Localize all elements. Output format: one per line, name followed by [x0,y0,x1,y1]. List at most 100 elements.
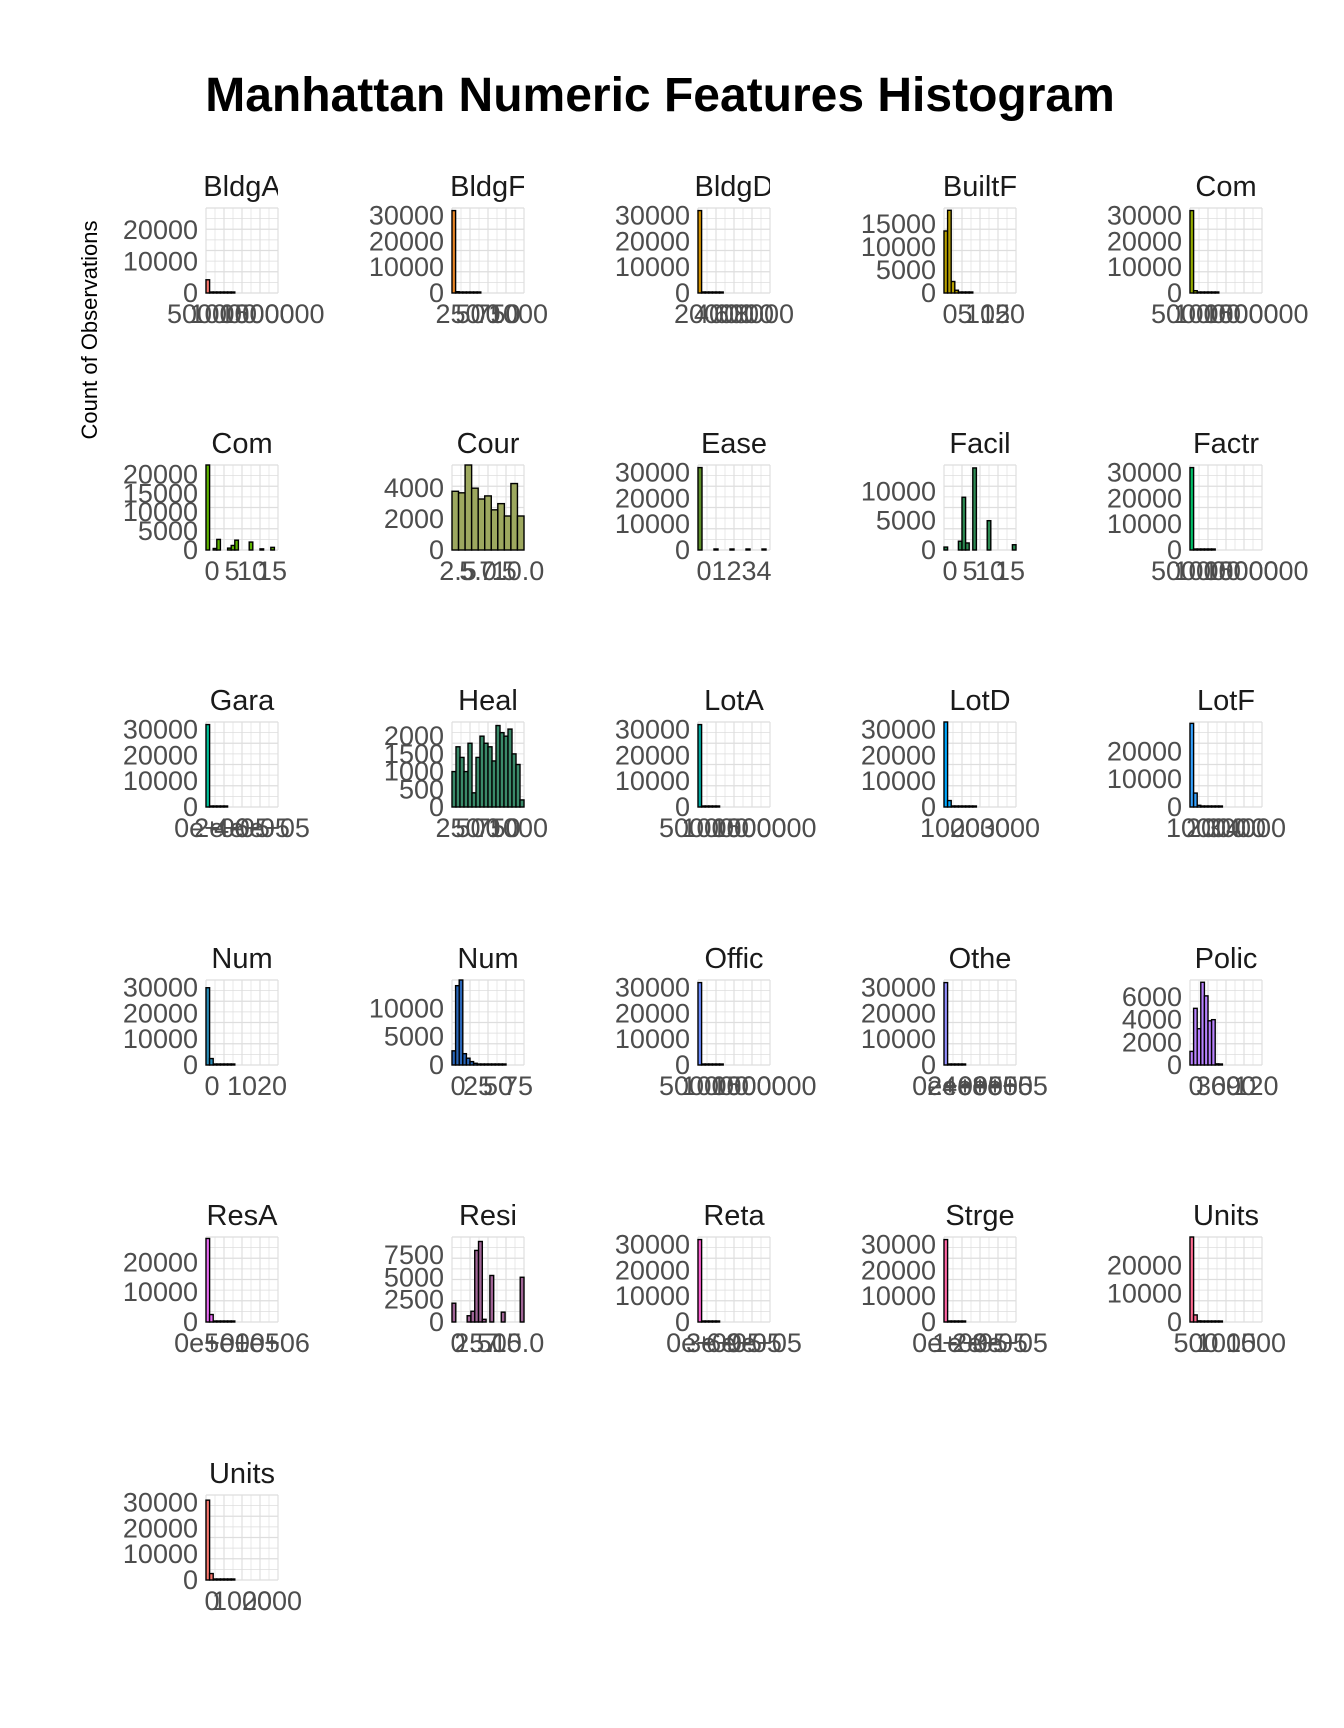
histogram-bar [718,1063,724,1066]
histogram-bar [205,279,211,294]
y-tick-label: 0 [183,1565,198,1595]
y-tick-label: 6000 [1122,982,1182,1012]
histogram-bar [208,1313,214,1323]
histogram-bar [451,209,457,294]
x-tick-label: 4e+05 [942,1071,1018,1101]
y-tick-label: 10000 [861,476,936,506]
y-tick-label: 0 [183,1050,198,1080]
y-tick-label: 0 [183,278,198,308]
x-tick-label: 1000 [920,813,980,843]
histogram-bar [986,519,992,551]
x-tick-label: 4000 [694,299,754,329]
x-tick-label: 250 [435,813,480,843]
histogram-bar [713,548,719,551]
histogram-bar [1218,1320,1224,1323]
x-tick-label: 9e+05 [726,1328,802,1358]
x-tick-label: 2000 [1186,813,1246,843]
x-tick-label: 250 [435,299,480,329]
y-tick-label: 7500 [384,1240,444,1270]
y-tick-label: 0 [675,1307,690,1337]
y-tick-label: 0 [183,535,198,565]
histogram-bar [205,987,211,1066]
histogram-bar [972,805,978,808]
facet-strip-label: BuiltF [943,171,1017,203]
x-tick-label: 3e+05 [972,1328,1048,1358]
histogram-bar [943,546,949,551]
histogram-bar [208,1057,214,1066]
x-tick-label: 5 [962,556,977,586]
y-tick-label: 10000 [1107,252,1182,282]
facet-strip-label: Num [457,943,518,975]
y-tick-label: 0 [1167,792,1182,822]
x-tick-label: 1500000 [711,813,816,843]
y-tick-label: 10000 [615,509,690,539]
y-tick-label: 10000 [615,1024,690,1054]
facet-strip-label: Factr [1193,428,1259,460]
histogram-bar [946,209,952,294]
x-tick-label: 500000 [1151,556,1241,586]
y-tick-label: 30000 [1107,458,1182,488]
y-tick-label: 0 [675,278,690,308]
x-tick-label: 25 [463,1071,493,1101]
histogram-bar [943,981,949,1066]
x-tick-label: 120 [1233,1071,1278,1101]
histogram-bar [1189,209,1195,294]
histogram-bar [205,723,211,808]
histogram-bar [1218,1063,1224,1066]
x-tick-label: 0 [696,556,711,586]
y-tick-label: 2000 [384,504,444,534]
y-tick-label: 0 [1167,1307,1182,1337]
x-tick-label: 0e+00 [174,813,250,843]
y-tick-label: 10000 [861,232,936,262]
y-tick-label: 5000 [384,1022,444,1052]
y-tick-label: 20000 [369,226,444,256]
y-tick-label: 10000 [123,1539,198,1569]
x-tick-label: 20 [995,299,1025,329]
y-tick-label: 10000 [615,766,690,796]
y-tick-label: 500 [399,774,444,804]
x-tick-label: 4e+05 [214,813,290,843]
histogram-bar [489,1274,495,1323]
facet-strip-label: LotD [949,685,1010,717]
y-tick-label: 30000 [861,715,936,745]
x-tick-label: 0e+00 [174,1328,250,1358]
x-tick-label: 15 [980,299,1010,329]
x-tick-label: 10 [965,299,995,329]
x-tick-label: 1e+06 [234,1328,310,1358]
x-tick-label: 1500000 [219,299,324,329]
x-tick-label: 1 [711,556,726,586]
y-tick-label: 0 [429,1050,444,1080]
y-tick-label: 20000 [615,998,690,1028]
y-tick-label: 10000 [369,993,444,1023]
y-tick-label: 20000 [615,740,690,770]
y-tick-label: 30000 [123,1488,198,1518]
x-tick-label: 0 [942,556,957,586]
facet-strip-label: Facil [949,428,1010,460]
histogram-bar [205,464,211,551]
y-tick-label: 30000 [123,973,198,1003]
histogram-bar [729,548,735,551]
y-tick-label: 0 [1167,535,1182,565]
histogram-bar [248,541,254,551]
y-tick-label: 10000 [861,1281,936,1311]
histogram-bar [259,548,265,551]
histogram-bar [470,487,479,551]
x-tick-label: 2.5 [439,556,477,586]
y-tick-label: 0 [429,535,444,565]
y-tick-label: 0 [675,792,690,822]
y-tick-label: 0 [429,1307,444,1337]
y-tick-label: 0 [675,535,690,565]
x-tick-label: 0 [1188,1071,1203,1101]
histogram-bar [943,1238,949,1323]
y-tick-label: 10000 [1107,1279,1182,1309]
x-tick-label: 3000 [1206,813,1266,843]
facet-strip-label: Offic [704,943,763,975]
y-tick-label: 10000 [123,247,198,277]
